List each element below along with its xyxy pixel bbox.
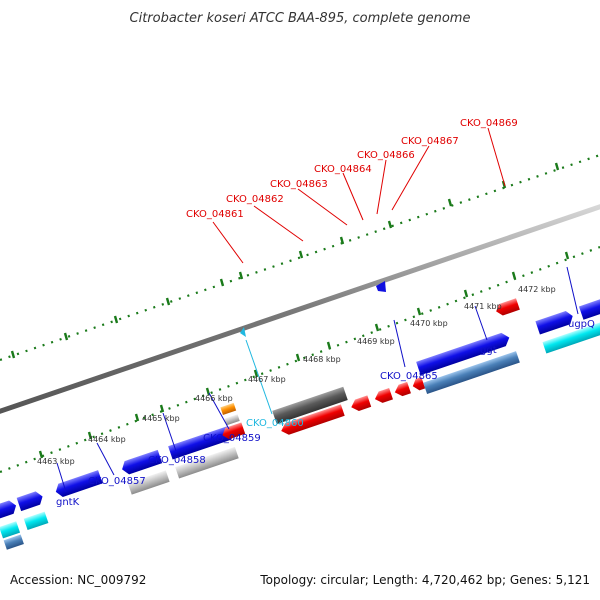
- leader-line-cyan: [245, 339, 273, 415]
- leader-lines-red: [212, 127, 506, 264]
- scale-label: 4469 kbp: [357, 337, 395, 346]
- gene-arrow-blue[interactable]: [578, 289, 600, 320]
- scale-label: 4471 kbp: [464, 302, 502, 311]
- scale-label: 4472 kbp: [518, 285, 556, 294]
- genome-summary-text: Topology: circular; Length: 4,720,462 bp…: [260, 573, 590, 587]
- gene-rna[interactable]: [23, 511, 49, 531]
- gene-arrow-red[interactable]: [349, 395, 372, 412]
- gene-gray[interactable]: [224, 414, 240, 426]
- upper-major-ticks: [10, 162, 560, 359]
- gene-label-cko04858[interactable]: CKO_04858: [148, 455, 206, 466]
- gene-rna[interactable]: [0, 521, 21, 539]
- gene-arrow-red[interactable]: [221, 422, 246, 440]
- gene-arrow-blue[interactable]: [120, 449, 163, 476]
- gene-label-cko04867[interactable]: CKO_04867: [401, 136, 459, 147]
- gene-label-cko04857[interactable]: CKO_04857: [88, 476, 146, 487]
- leader-lines-blue: [56, 266, 579, 493]
- gene-label-cko04863[interactable]: CKO_04863: [270, 179, 328, 190]
- gene-arrow-blue[interactable]: [54, 470, 103, 498]
- gene-arrow-red[interactable]: [411, 377, 426, 392]
- scale-label: 4468 kbp: [303, 355, 341, 364]
- gene-pseudo[interactable]: [175, 446, 239, 479]
- map-title: Citrobacter koseri ATCC BAA-895, complet…: [130, 11, 471, 26]
- scale-label: 4463 kbp: [37, 457, 75, 466]
- gene-label-cko04860[interactable]: CKO_04860: [246, 418, 304, 429]
- gene-arrow-blue[interactable]: [168, 425, 236, 460]
- gene-label-cko04861[interactable]: CKO_04861: [186, 209, 244, 220]
- gene-label-ugpq[interactable]: ugpQ: [568, 319, 595, 330]
- gene-arrow-red[interactable]: [373, 387, 393, 405]
- gene-label-gntk[interactable]: gntK: [56, 497, 80, 508]
- gene-pseudo[interactable]: [127, 470, 170, 495]
- gene-track: [0, 289, 600, 550]
- scale-label: 4465 kbp: [142, 414, 180, 423]
- scale-label: 4466 kbp: [195, 394, 233, 403]
- gene-label-cko04866[interactable]: CKO_04866: [357, 150, 415, 161]
- gene-label-cko04864[interactable]: CKO_04864: [314, 164, 372, 175]
- gene-steel[interactable]: [3, 534, 24, 550]
- gene-arrow-blue[interactable]: [0, 499, 18, 520]
- accession-text: Accession: NC_009792: [10, 573, 147, 587]
- gene-orange[interactable]: [220, 402, 237, 415]
- gene-gray[interactable]: [272, 386, 348, 425]
- gene-label-cko04859[interactable]: CKO_04859: [203, 433, 261, 444]
- genome-backbone: [0, 204, 600, 414]
- gene-label-ggt[interactable]: ggt: [480, 345, 497, 356]
- gene-label-cko04869[interactable]: CKO_04869: [460, 118, 518, 129]
- gene-rna[interactable]: [542, 310, 600, 354]
- lower-major-ticks: [38, 251, 570, 459]
- gene-arrow-blue[interactable]: [416, 331, 511, 376]
- gene-label-cko04862[interactable]: CKO_04862: [226, 194, 284, 205]
- gene-arrow-red[interactable]: [494, 298, 520, 317]
- scale-label: 4470 kbp: [410, 319, 448, 328]
- gene-arrow-red[interactable]: [393, 381, 411, 398]
- gene-arrow-blue[interactable]: [535, 309, 575, 335]
- gene-steel[interactable]: [423, 351, 520, 395]
- gene-arrow-red[interactable]: [279, 404, 345, 436]
- gene-arrow-blue[interactable]: [16, 490, 45, 512]
- gene-label-cko04865[interactable]: CKO_04865: [380, 371, 438, 382]
- scale-label: 4464 kbp: [88, 435, 126, 444]
- scale-label: 4467 kbp: [248, 375, 286, 384]
- gene-small-cyan[interactable]: [240, 327, 246, 337]
- gene-small-blue[interactable]: [376, 281, 386, 292]
